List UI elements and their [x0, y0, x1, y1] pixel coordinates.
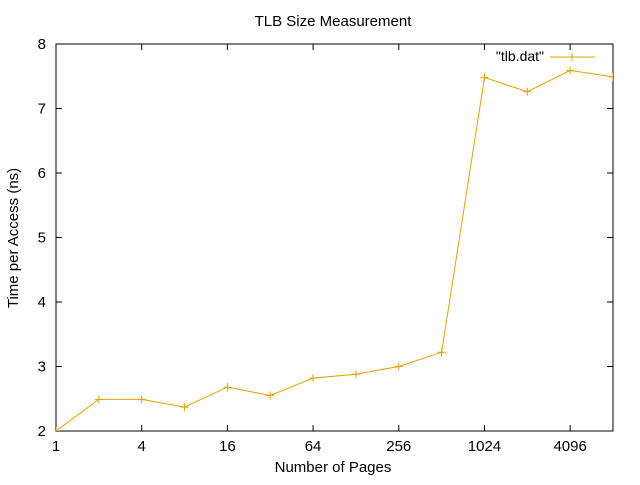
y-tick-label: 5: [38, 230, 46, 247]
data-point: [94, 395, 103, 404]
x-tick-label: 1: [52, 438, 60, 455]
legend: "tlb.dat": [496, 48, 595, 64]
y-tick-label: 6: [38, 165, 46, 182]
data-point: [137, 395, 146, 404]
y-tick-label: 3: [38, 359, 46, 376]
series-group: [56, 66, 613, 431]
data-point: [609, 72, 613, 81]
data-point: [351, 370, 360, 379]
x-axis-label: Number of Pages: [275, 459, 392, 476]
data-point: [180, 403, 189, 412]
y-tick-label: 7: [38, 101, 46, 118]
data-point: [437, 348, 446, 357]
data-point: [523, 87, 532, 96]
data-point: [266, 391, 275, 400]
x-tick-label: 64: [305, 438, 322, 455]
y-tick-label: 2: [38, 423, 46, 440]
y-tick-label: 4: [38, 294, 46, 311]
data-point: [309, 374, 318, 383]
plot-area-frame: [55, 43, 614, 432]
data-point: [394, 362, 403, 371]
y-axis-label: Time per Access (ns): [5, 168, 22, 308]
x-tick-label: 16: [219, 438, 236, 455]
y-tick-label: 8: [38, 36, 46, 53]
x-tick-label: 4096: [553, 438, 586, 455]
x-tick-label: 4: [138, 438, 146, 455]
legend-entry-marker: [568, 53, 576, 61]
data-point: [56, 427, 60, 431]
data-point: [480, 73, 489, 82]
data-point: [223, 383, 232, 392]
chart-title: TLB Size Measurement: [255, 13, 413, 30]
series-line: [56, 69, 613, 431]
x-tick-label: 1024: [468, 438, 501, 455]
legend-entry-label: "tlb.dat": [496, 48, 544, 64]
data-point: [566, 66, 575, 75]
axis-ticks: 2 3 4 5 6 7 8 1 4 16 64 256 1024 4096: [38, 36, 613, 455]
legend-marker-plus: [568, 53, 576, 61]
series-layer: [56, 66, 613, 431]
x-tick-label: 256: [386, 438, 411, 455]
